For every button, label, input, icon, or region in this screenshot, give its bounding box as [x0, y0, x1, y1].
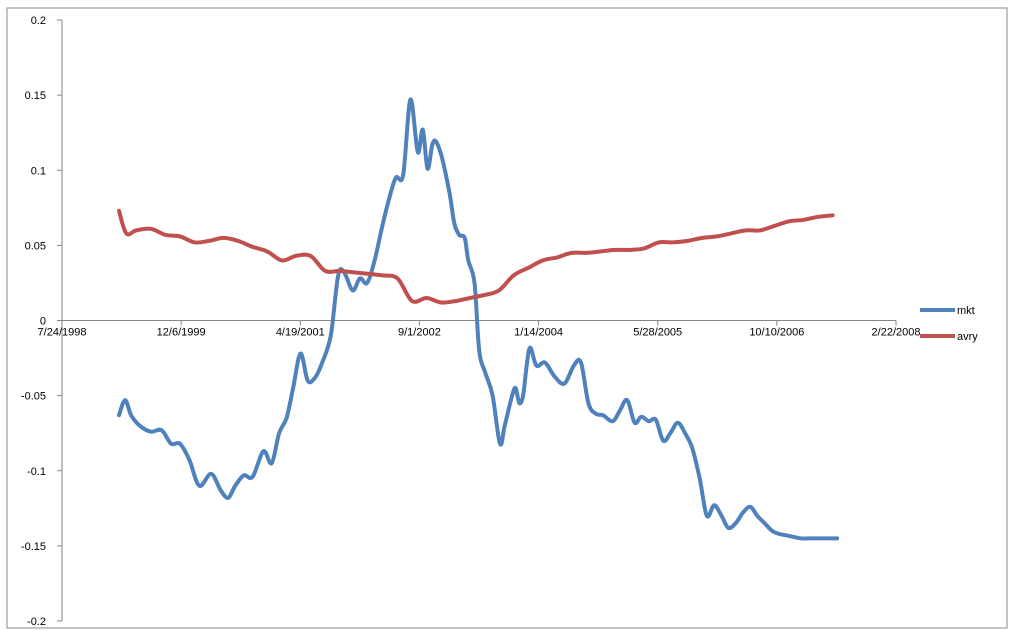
- y-tick-label: -0.2: [27, 616, 46, 628]
- y-tick-label: 0.15: [25, 90, 46, 102]
- legend-label-mkt: mkt: [957, 305, 975, 317]
- chart-area-border: [6, 7, 1008, 629]
- y-tick-label: 0.05: [25, 240, 46, 252]
- legend-label-avry: avry: [957, 331, 978, 343]
- x-tick-label: 5/28/2005: [633, 327, 682, 339]
- axes: 0.2 0.15 0.1 0.05 0 -0.05 -0.1 -0.15 -0.2 7/24/19…: [21, 15, 921, 628]
- y-tick-label: 0: [40, 316, 46, 328]
- series-layer: [117, 97, 840, 541]
- legend: mkt avry: [920, 305, 978, 343]
- x-tick-label: 1/14/2004: [514, 327, 563, 339]
- x-tick-label: 9/1/2002: [398, 327, 441, 339]
- x-tick-label: 4/19/2001: [276, 327, 325, 339]
- y-tick-label: 0.2: [31, 15, 46, 27]
- x-tick-label: 10/10/2006: [749, 327, 804, 339]
- y-tick-label: -0.05: [21, 391, 46, 403]
- series-line-avry: [117, 208, 835, 305]
- x-tick-label: 12/6/1999: [157, 327, 206, 339]
- y-tick-label: -0.1: [27, 466, 46, 478]
- series-line-mkt: [117, 97, 840, 541]
- x-tick-label: 7/24/1998: [38, 327, 87, 339]
- y-tick-label: -0.15: [21, 541, 46, 553]
- x-tick-label: 2/22/2008: [872, 327, 921, 339]
- y-tick-label: 0.1: [31, 165, 46, 177]
